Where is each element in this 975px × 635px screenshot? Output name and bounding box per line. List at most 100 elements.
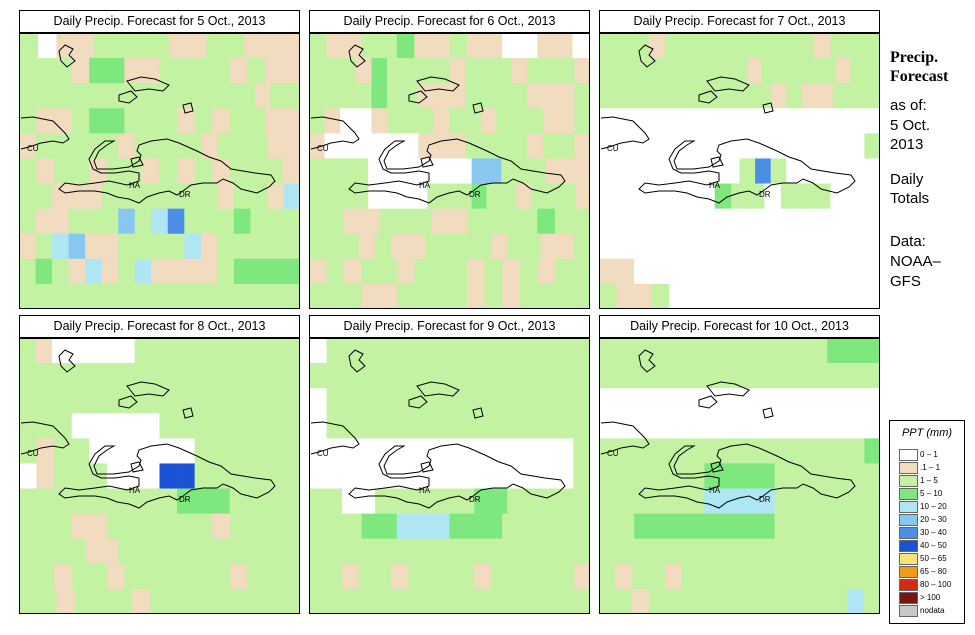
legend-swatch <box>899 514 918 526</box>
precip-cell <box>449 513 468 540</box>
precip-cell <box>54 463 72 489</box>
precip-cell <box>35 283 53 309</box>
precip-cell <box>636 388 656 414</box>
precip-cell <box>554 538 573 565</box>
precip-cell <box>774 363 793 389</box>
precip-cell <box>474 233 492 260</box>
precip-cell <box>19 183 36 209</box>
precip-cell <box>131 588 151 614</box>
precip-cell <box>634 463 652 489</box>
legend-swatch <box>899 501 918 513</box>
precip-cell <box>68 233 86 260</box>
precip-cell <box>554 413 573 439</box>
precip-cell <box>19 108 37 134</box>
legend-swatch <box>899 540 918 552</box>
precip-cell <box>554 338 573 364</box>
precip-cell <box>519 338 538 364</box>
coastline <box>348 443 566 509</box>
precip-cell <box>708 133 725 159</box>
precip-cell <box>467 338 485 364</box>
precip-cell <box>36 413 55 439</box>
forecast-panel-oct5: Daily Precip. Forecast for 5 Oct., 2013 … <box>19 10 300 311</box>
precip-cell <box>134 283 152 309</box>
precip-cell <box>344 363 362 389</box>
precip-cell <box>665 563 682 590</box>
precip-cell <box>167 133 185 159</box>
precip-cell <box>71 438 90 464</box>
precip-cell <box>502 208 521 235</box>
precip-cell <box>862 258 880 285</box>
precip-cell <box>71 488 90 514</box>
totals-label: Daily <box>890 171 924 188</box>
precip-cell <box>282 158 300 184</box>
precip-map: CU HA DR <box>309 338 590 614</box>
precip-cell <box>441 563 459 590</box>
precip-cell <box>229 513 248 540</box>
precip-cell <box>250 208 268 235</box>
precip-cell <box>645 438 662 464</box>
precip-cell <box>449 133 466 159</box>
precip-cell <box>739 338 758 364</box>
precip-cell <box>431 258 450 285</box>
precip-cell <box>848 83 865 109</box>
precip-cell <box>467 588 485 614</box>
precip-cell <box>247 513 266 540</box>
precip-cell <box>692 388 712 414</box>
precip-cell <box>480 108 497 134</box>
precip-cell <box>323 183 339 209</box>
precip-cell <box>247 563 266 590</box>
precip-cell <box>507 233 525 260</box>
precip-cell <box>774 208 793 235</box>
precip-cell <box>739 133 756 159</box>
precip-cell <box>669 538 688 565</box>
precip-cell <box>52 283 69 309</box>
precip-cell <box>177 413 195 439</box>
precip-cell <box>540 233 558 260</box>
precip-cell <box>194 513 213 540</box>
coastline <box>118 90 138 104</box>
precip-cell <box>809 338 828 364</box>
precip-cell <box>247 58 266 84</box>
precip-cell <box>632 588 649 614</box>
forecast-panel-oct6: Daily Precip. Forecast for 6 Oct., 2013 … <box>309 10 590 311</box>
precip-cell <box>692 108 709 134</box>
precip-cell <box>686 463 705 489</box>
precip-cell <box>250 338 268 364</box>
precip-cell <box>554 208 573 235</box>
precip-cell <box>634 363 652 389</box>
precip-cell <box>194 388 213 414</box>
precip-cell <box>85 208 102 235</box>
precip-cell <box>326 283 345 309</box>
precip-cell <box>89 488 108 514</box>
precip-cell <box>827 463 846 489</box>
precip-cell <box>634 488 652 514</box>
precip-cell <box>124 158 143 184</box>
precip-cell <box>502 588 521 614</box>
precip-cell <box>572 588 590 614</box>
precip-cell <box>309 83 325 109</box>
precip-cell <box>767 388 787 414</box>
label-dominican-republic: DR <box>759 495 771 504</box>
precip-cell <box>704 363 723 389</box>
precip-cell <box>599 563 616 590</box>
precip-cell <box>19 538 36 565</box>
precip-cell <box>599 513 617 540</box>
precip-cell <box>554 588 573 614</box>
precip-cell <box>85 283 102 309</box>
precip-cell <box>266 283 284 309</box>
precip-cell <box>467 413 485 439</box>
precip-cell <box>71 388 90 414</box>
precip-cell <box>402 108 419 134</box>
precip-cell <box>375 463 392 489</box>
precip-cell <box>358 233 376 260</box>
precip-cell <box>344 33 362 59</box>
precip-cell <box>572 513 590 540</box>
precip-cell <box>846 183 864 209</box>
precip-cell <box>89 513 108 540</box>
precip-cell <box>739 463 758 489</box>
precip-cell <box>817 438 834 464</box>
precip-cell <box>471 158 487 184</box>
precip-cell <box>786 133 803 159</box>
precip-cell <box>739 258 758 285</box>
precip-cell <box>101 283 119 309</box>
